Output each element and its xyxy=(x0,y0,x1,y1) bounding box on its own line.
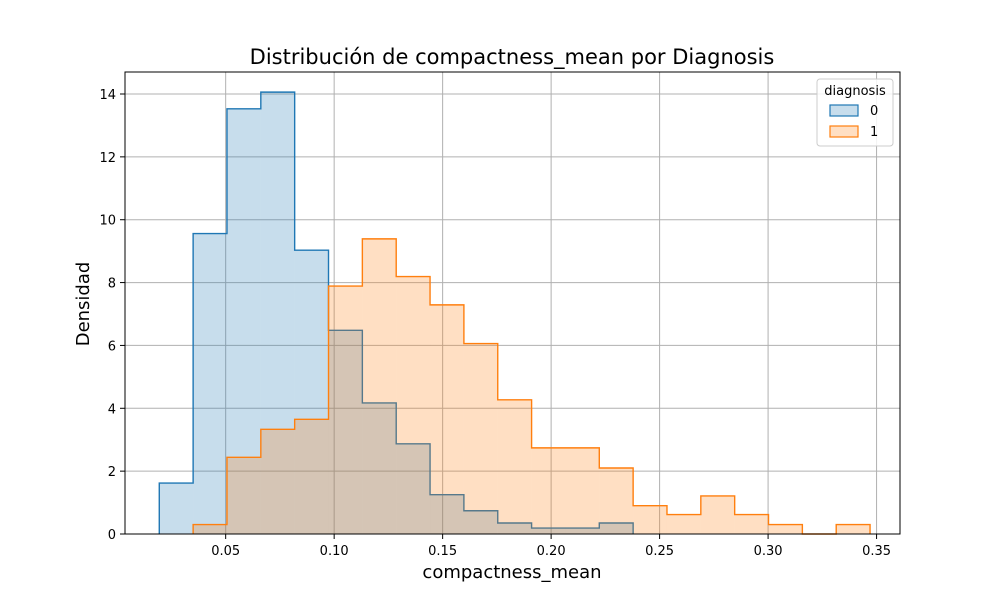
histogram-bar xyxy=(836,524,871,534)
histogram-bar xyxy=(768,524,803,534)
histogram-bar xyxy=(260,429,295,534)
y-tick-label: 8 xyxy=(108,277,116,292)
legend-swatch xyxy=(829,125,859,138)
y-tick-label: 4 xyxy=(108,402,116,417)
histogram-bar xyxy=(463,343,498,534)
histogram-bar xyxy=(159,483,194,534)
y-tick-label: 14 xyxy=(99,88,116,103)
histogram-bar xyxy=(734,514,769,534)
histogram-bar xyxy=(362,402,397,534)
histogram-bar xyxy=(226,108,261,535)
x-axis-label: compactness_mean xyxy=(422,562,601,583)
series-outline xyxy=(158,91,634,534)
histogram-bar xyxy=(328,286,363,534)
grid-lines xyxy=(125,72,900,535)
histogram-bars xyxy=(158,91,871,535)
histogram-bar xyxy=(396,276,431,534)
x-tick-label: 0.30 xyxy=(754,544,783,559)
histogram-bar xyxy=(497,399,532,534)
histogram-bar xyxy=(565,447,600,534)
y-tick-label: 2 xyxy=(108,465,116,480)
legend-label: 1 xyxy=(870,125,878,140)
histogram-bar xyxy=(328,330,363,534)
legend-swatch xyxy=(829,104,859,117)
x-tick-label: 0.25 xyxy=(645,544,674,559)
histogram-bar xyxy=(700,495,735,534)
series-outline xyxy=(192,238,871,535)
x-tick-label: 0.20 xyxy=(537,544,566,559)
x-tick-label: 0.35 xyxy=(862,544,891,559)
y-tick-label: 6 xyxy=(108,339,116,354)
series-1 xyxy=(192,238,871,535)
histogram-bar xyxy=(294,250,329,534)
series-0 xyxy=(158,91,634,535)
x-tick-label: 0.10 xyxy=(320,544,349,559)
y-tick-label: 0 xyxy=(108,528,116,543)
histogram-bar xyxy=(633,505,667,534)
histogram-bar xyxy=(193,233,227,535)
chart-title: Distribución de compactness_mean por Dia… xyxy=(250,45,775,70)
histogram-bar xyxy=(430,304,464,534)
legend: diagnosis 0 1 xyxy=(816,78,894,147)
histogram-bar xyxy=(599,468,634,534)
plot-frame xyxy=(124,71,901,535)
legend-box xyxy=(816,78,894,147)
legend-label: 0 xyxy=(870,104,878,119)
histogram-bar xyxy=(193,524,227,534)
x-tick-label: 0.15 xyxy=(428,544,457,559)
x-tick-label: 0.05 xyxy=(211,544,240,559)
histogram-bar xyxy=(362,238,397,534)
histogram-bar xyxy=(430,494,464,534)
histogram-bar xyxy=(497,523,532,534)
histogram-bar xyxy=(226,457,261,534)
y-axis-label: Densidad xyxy=(73,262,94,347)
y-tick-label: 12 xyxy=(99,151,116,166)
y-tick-label: 10 xyxy=(99,214,116,229)
histogram-bar xyxy=(294,419,329,534)
histogram-bar xyxy=(396,443,431,534)
legend-title: diagnosis xyxy=(824,84,886,99)
histogram-bar xyxy=(599,523,634,534)
histogram-bar xyxy=(531,447,566,534)
histogram-bar xyxy=(666,514,701,534)
histogram-bar xyxy=(463,510,498,534)
histogram-bar xyxy=(565,528,600,534)
histogram-bar xyxy=(260,92,295,534)
histogram-bar xyxy=(531,528,566,534)
